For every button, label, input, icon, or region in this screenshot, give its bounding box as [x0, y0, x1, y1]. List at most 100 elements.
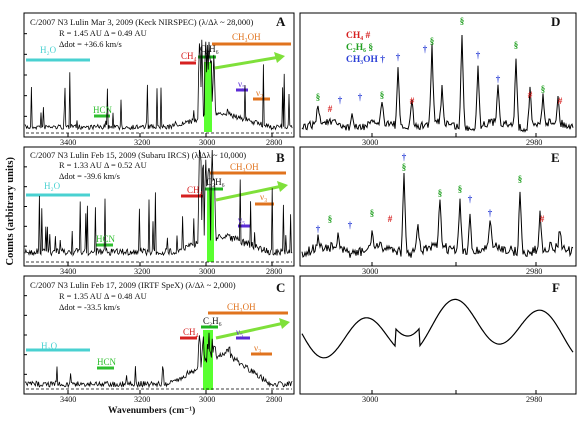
- panel-b-tick-3400: 3400: [60, 267, 77, 276]
- panel-d-ch3oh-mark-3: †: [423, 44, 428, 54]
- panel-b-arrow-shaft: [215, 185, 281, 202]
- panel-a-spectrum: [24, 39, 293, 131]
- panel-c-ch3oh-label: CH₃OH: [227, 302, 256, 312]
- y-axis-label: Counts (arbitrary units): [4, 157, 16, 266]
- panel-b-nu3-label: ν₃: [260, 192, 268, 202]
- panel-d-ch4-mark-1: #: [410, 96, 415, 106]
- panel-e-c2h6-mark-3: §: [438, 188, 443, 198]
- panel-d-tick-2980: 2980: [526, 138, 543, 147]
- panel-a-label: A: [276, 14, 286, 29]
- panel-b-tick-3000: 3000: [199, 267, 216, 276]
- panel-b-header: C/2007 N3 Lulin Feb 15, 2009 (Subaru IRC…: [30, 150, 247, 160]
- panel-a-nu3-label: ν₃: [256, 88, 264, 98]
- panel-c-tick-3200: 3200: [134, 395, 151, 404]
- panel-e-ch4-mark-0: #: [388, 214, 393, 224]
- panel-d-c2h6-mark-1: §: [380, 90, 385, 100]
- panel-c-label: C: [276, 280, 286, 295]
- panel-e-ch3oh-mark-3: †: [468, 194, 473, 204]
- panel-b-ch3oh-label: CH₃OH: [230, 162, 259, 172]
- panel-d-ch3oh-mark-4: †: [476, 50, 481, 60]
- panel-e-frame: [299, 146, 577, 267]
- panel-d-ch3oh-mark-5: †: [496, 74, 501, 84]
- panel-a-tick-3000: 3000: [199, 138, 216, 147]
- panel-e-tick-3000: 3000: [362, 267, 379, 276]
- panel-b-nu5-label: ν₅: [238, 215, 246, 225]
- panel-c-doppler: Δdot = -33.5 km/s: [59, 303, 120, 312]
- panel-a-tick-2800: 2800: [266, 138, 283, 147]
- panel-d-ch4-mark-0: #: [328, 104, 333, 114]
- panel-c-nu5-label: ν₅: [236, 327, 244, 337]
- panel-b-label: B: [276, 150, 285, 165]
- panel-e-c2h6-mark-1: §: [370, 208, 375, 218]
- panel-f-tick-3000: 3000: [362, 395, 379, 404]
- panel-e-ch3oh-mark-4: †: [488, 208, 493, 218]
- panel-d-frame: [299, 12, 577, 138]
- legend-ch3oh: CH₃OH †: [346, 55, 386, 65]
- panel-a-c2h6-label: C₂H₆: [200, 44, 219, 54]
- panel-c-c2h6-band: [203, 330, 213, 390]
- panel-a-doppler: Δdot = +36.6 km/s: [59, 40, 122, 49]
- panel-d-tick-3000: 3000: [362, 138, 379, 147]
- panel-c-tick-3400: 3400: [60, 395, 77, 404]
- panel-c-nu3-label: ν₃: [254, 343, 262, 353]
- panel-e-c2h6-mark-0: §: [328, 214, 333, 224]
- panel-b-hcn-label: HCN: [96, 234, 116, 244]
- panel-e-c2h6-mark-5: §: [518, 174, 523, 184]
- panel-a-tick-3200: 3200: [134, 138, 151, 147]
- panel-d-c2h6-mark-3: §: [460, 16, 465, 26]
- panel-a-header: C/2007 N3 Lulin Mar 3, 2009 (Keck NIRSPE…: [30, 17, 254, 27]
- panel-a-ch4-label: CH₄: [181, 51, 197, 61]
- panel-d-c2h6-mark-5: §: [541, 84, 546, 94]
- x-axis-label: Wavenumbers (cm⁻¹): [108, 406, 196, 416]
- panel-e-ch4-mark-1: #: [540, 214, 545, 224]
- panel-b-distances: R = 1.33 AU Δ = 0.52 AU: [59, 161, 147, 170]
- panel-c-h2o-label: H₂O: [41, 341, 58, 351]
- panel-c-distances: R = 1.35 AU Δ = 0.48 AU: [59, 292, 147, 301]
- panel-c-arrow-head: [279, 318, 290, 329]
- panel-d-spectrum: [301, 34, 574, 133]
- panel-a-nu5-label: ν₅: [238, 79, 246, 89]
- panel-c-header: C/2007 N3 Lulin Feb 17, 2009 (IRTF SpeX)…: [30, 280, 236, 290]
- panel-b-tick-2800: 2800: [266, 267, 283, 276]
- panel-f-label: F: [552, 280, 560, 295]
- panel-c-spectrum: [24, 332, 293, 389]
- panel-a-c2h6-band: [204, 62, 212, 132]
- panel-d-c2h6-mark-0: §: [316, 92, 321, 102]
- panel-e-label: E: [551, 150, 560, 165]
- panel-d-c2h6-mark-2: §: [430, 36, 435, 46]
- panel-b-tick-3200: 3200: [134, 267, 151, 276]
- panel-e-tick-2980: 2980: [526, 267, 543, 276]
- panel-b-h2o-label: H₂O: [44, 181, 61, 191]
- panel-e-c2h6-mark-2: §: [402, 162, 407, 172]
- panel-c-tick-3000: 3000: [199, 395, 216, 404]
- panel-d-ch3oh-mark-1: †: [358, 92, 363, 102]
- panel-d-c2h6-mark-4: §: [514, 40, 519, 50]
- panel-c-ch4-label: CH₄: [183, 327, 199, 337]
- panel-e-c2h6-mark-4: §: [458, 184, 463, 194]
- panel-a-distances: R = 1.45 AU Δ = 0.49 AU: [59, 29, 147, 38]
- panel-d-ch3oh-mark-0: †: [338, 95, 343, 105]
- panel-b-arrow-head: [277, 181, 288, 192]
- panel-f-tick-2980: 2980: [526, 395, 543, 404]
- panel-e-spectrum: [301, 172, 574, 258]
- panel-a-tick-3400: 3400: [60, 138, 77, 147]
- panel-f-frame: [299, 275, 577, 395]
- panel-e-ch3oh-mark-0: †: [316, 224, 321, 234]
- panel-d-ch4-mark-3: #: [558, 96, 563, 106]
- panel-a-ch3oh-label: CH₃OH: [232, 32, 261, 42]
- panel-b-c2h6-label: C₂H₆: [206, 177, 225, 187]
- panel-c-hcn-label: HCN: [97, 357, 117, 367]
- panel-c-arrow-shaft: [215, 322, 283, 340]
- panel-b-spectrum: [24, 149, 293, 257]
- legend-ch4: CH₄ #: [346, 31, 371, 41]
- panel-b-ch4-label: CH₄: [187, 185, 203, 195]
- panel-d-ch3oh-mark-2: †: [396, 52, 401, 62]
- panel-e-ch3oh-mark-1: †: [348, 220, 353, 230]
- panel-c-tick-2800: 2800: [266, 395, 283, 404]
- panel-a-h2o-label: H₂O: [40, 45, 57, 55]
- panel-b-doppler: Δdot = -39.6 km/s: [59, 172, 120, 181]
- panel-a-arrow-head: [274, 52, 285, 63]
- panel-c-c2h6-label: C₂H₆: [203, 316, 222, 326]
